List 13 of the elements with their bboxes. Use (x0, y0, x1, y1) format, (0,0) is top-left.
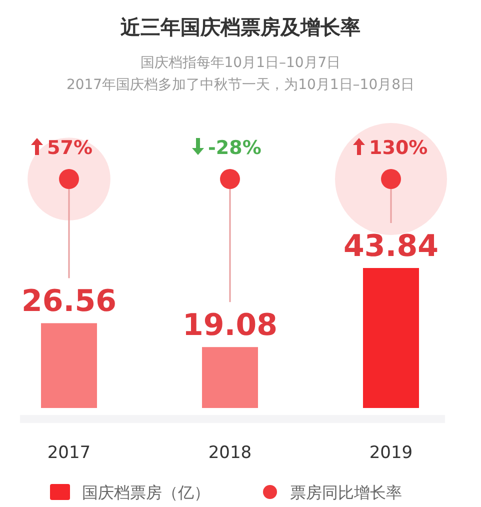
x-tick-label: 2019 (369, 443, 413, 463)
legend-label: 国庆档票房（亿） (82, 483, 210, 502)
chart-title: 近三年国庆档票房及增长率 (120, 15, 360, 39)
x-tick-label: 2017 (47, 443, 91, 463)
annotation: -28% (208, 137, 262, 159)
x-tick-label: 2018 (208, 443, 252, 463)
chart-subtitle: 国庆档指每年10月1日–10月7日 2017年国庆档多加了中秋节一天，为10月1日–10月8日 (66, 55, 415, 93)
data-label: 43.84 (344, 229, 438, 264)
data-label: 26.56 (22, 284, 116, 320)
annotation: 130% (369, 137, 428, 159)
annotation: 57% (47, 137, 92, 159)
text: 票房同比增长率 (290, 483, 402, 502)
data-label: 19.08 (182, 308, 278, 344)
